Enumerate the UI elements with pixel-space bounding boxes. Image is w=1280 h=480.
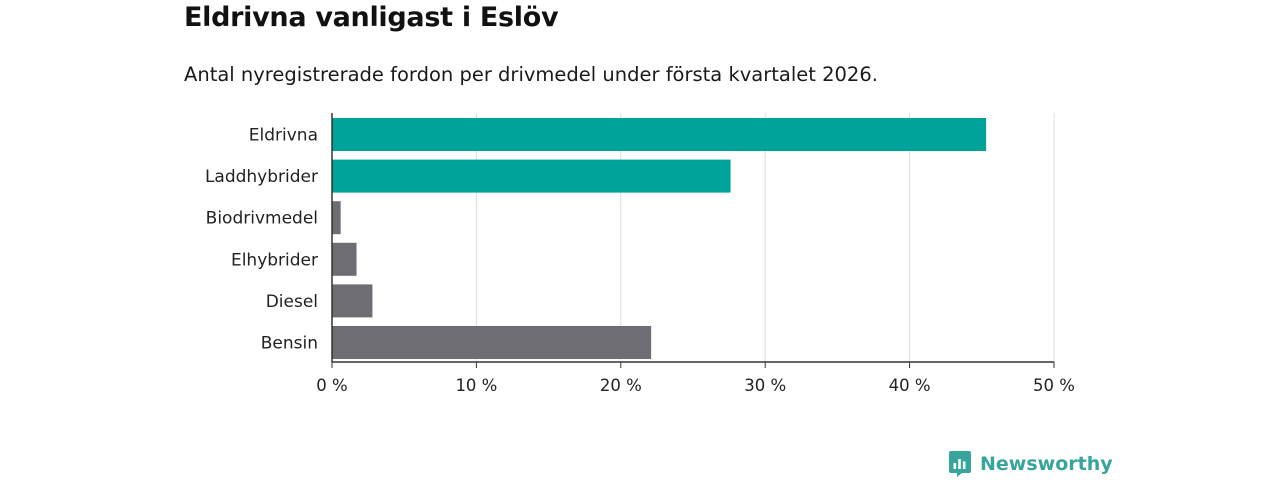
bar [332, 242, 357, 276]
bar [332, 284, 373, 318]
newsworthy-brand[interactable]: Newsworthy [948, 450, 1113, 478]
x-tick-label: 40 % [889, 376, 931, 395]
chart-subtitle: Antal nyregistrerade fordon per drivmede… [184, 63, 878, 86]
newsworthy-logo-icon [949, 451, 971, 477]
x-tick-label: 0 % [316, 376, 347, 395]
bar [332, 201, 341, 235]
brand-name: Newsworthy [980, 453, 1113, 475]
category-label: Biodrivmedel [206, 209, 318, 229]
bar [332, 159, 731, 193]
category-label: Eldrivna [249, 126, 318, 146]
category-label: Elhybrider [231, 250, 318, 270]
x-tick-label: 20 % [600, 376, 642, 395]
x-tick-label: 30 % [744, 376, 786, 395]
x-tick-label: 10 % [455, 376, 497, 395]
chart-title: Eldrivna vanligast i Eslöv [184, 2, 559, 33]
x-tick-label: 50 % [1033, 376, 1075, 395]
bar [332, 326, 652, 359]
category-label: Diesel [266, 292, 318, 312]
bar [332, 118, 987, 151]
category-label: Laddhybrider [205, 167, 318, 187]
category-label: Bensin [261, 334, 318, 354]
